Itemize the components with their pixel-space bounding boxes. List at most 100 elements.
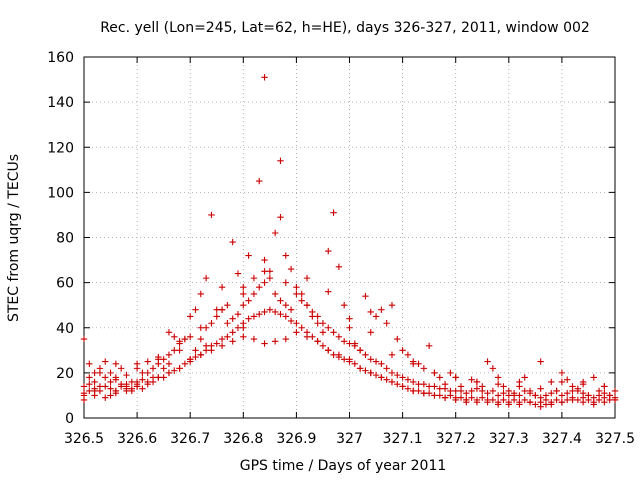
data-point (171, 347, 178, 354)
data-point (484, 358, 491, 365)
data-point (155, 374, 162, 381)
data-point (271, 290, 279, 298)
data-point (420, 389, 428, 397)
data-point (521, 374, 528, 381)
data-point (91, 385, 98, 392)
data-point (537, 403, 544, 410)
data-point (271, 338, 279, 345)
data-point (91, 378, 98, 386)
data-point (595, 396, 603, 404)
data-point (553, 387, 560, 395)
data-point (192, 353, 199, 361)
data-point (293, 283, 300, 291)
data-point (197, 290, 205, 298)
data-point (240, 301, 247, 309)
data-point (202, 274, 210, 282)
data-point (367, 308, 374, 316)
data-point (590, 401, 597, 408)
data-point (532, 401, 539, 408)
x-tick-label: 327 (336, 431, 363, 447)
data-point (224, 320, 231, 327)
data-point (144, 369, 151, 377)
data-point (548, 378, 555, 386)
data-point (388, 378, 396, 386)
data-point (218, 342, 226, 349)
data-point (298, 324, 305, 331)
data-point (569, 387, 576, 395)
data-point (229, 338, 236, 345)
data-point (436, 374, 443, 381)
y-tick-labels: 0 20 40 60 80 100 120 140 160 (47, 50, 74, 427)
data-point (107, 378, 114, 386)
data-point (367, 369, 374, 377)
data-point (569, 396, 576, 404)
data-point (171, 367, 178, 374)
data-point (144, 358, 151, 365)
data-point (250, 290, 258, 298)
data-point (287, 306, 295, 313)
data-point (282, 279, 289, 286)
data-point (452, 374, 459, 381)
data-point (187, 313, 194, 320)
data-point (282, 301, 289, 309)
x-tick-label: 326.7 (170, 431, 210, 447)
data-point (293, 290, 300, 298)
data-point (250, 274, 258, 282)
data-point (224, 333, 231, 340)
data-point (574, 385, 582, 392)
data-point (234, 311, 242, 318)
data-point (102, 394, 109, 401)
axis-ticks (83, 56, 616, 419)
data-point (250, 313, 258, 320)
data-point (356, 347, 364, 354)
data-point (96, 387, 104, 395)
data-point (558, 369, 566, 377)
data-point (325, 247, 332, 255)
data-point (261, 256, 268, 264)
data-point (399, 374, 406, 381)
data-point (463, 389, 470, 397)
data-point (447, 369, 454, 377)
data-point (245, 297, 252, 304)
data-point (245, 252, 252, 259)
data-point (80, 335, 88, 343)
data-point (330, 209, 337, 216)
data-point (86, 374, 93, 381)
data-point (319, 329, 327, 336)
data-point (303, 301, 311, 309)
x-tick-label: 327.2 (436, 431, 476, 447)
data-point (112, 389, 120, 397)
data-point (80, 383, 88, 390)
chart-title: Rec. yell (Lon=245, Lat=62, h=HE), days … (100, 20, 590, 36)
data-point (271, 308, 279, 316)
data-point (303, 274, 311, 282)
data-point (197, 335, 205, 343)
data-point (91, 369, 98, 377)
data-point (473, 385, 481, 392)
data-point (234, 270, 242, 277)
data-point (516, 392, 523, 399)
data-point (298, 297, 305, 304)
y-tick-label: 20 (56, 366, 74, 382)
data-point (367, 329, 374, 336)
data-point (410, 360, 417, 368)
data-point (335, 263, 343, 271)
data-point (510, 396, 518, 404)
data-point (192, 306, 199, 313)
data-point (112, 376, 120, 383)
data-point (585, 396, 592, 404)
data-point (489, 387, 497, 395)
data-point (494, 401, 502, 408)
data-point (261, 308, 268, 316)
data-point (208, 211, 215, 219)
data-point (181, 335, 189, 343)
data-point (404, 376, 412, 383)
data-point (388, 351, 396, 359)
data-point (372, 313, 380, 320)
data-point (139, 376, 146, 383)
data-point (160, 365, 167, 372)
data-point (107, 369, 114, 377)
data-point (282, 335, 289, 343)
data-point (484, 389, 491, 397)
